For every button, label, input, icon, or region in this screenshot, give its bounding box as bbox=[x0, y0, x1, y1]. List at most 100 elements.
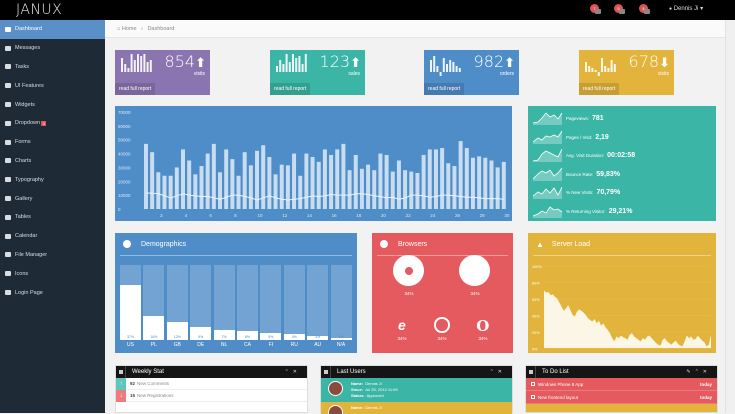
weekly-stat-row: ↑ 92 New Comments bbox=[116, 377, 307, 390]
stat-card-visits: 854⬆ visits read full report bbox=[115, 50, 210, 95]
sidebar-item-label: Charts bbox=[15, 157, 32, 164]
browser-percent: 34% bbox=[437, 335, 447, 341]
folder-open-icon bbox=[5, 252, 11, 258]
messages-button[interactable]: 4 bbox=[639, 4, 651, 16]
avatar bbox=[328, 405, 343, 414]
name-label: Name: bbox=[351, 405, 364, 410]
table-icon bbox=[5, 214, 11, 220]
last-users-widget: Last Users ⌃✕ Name: Dennis Ji Since: Jul 25,… bbox=[320, 365, 513, 414]
sidebar-item-tasks[interactable]: Tasks bbox=[0, 58, 105, 77]
metric-value: 00:02:58 bbox=[607, 152, 636, 159]
todo-item[interactable] bbox=[526, 404, 717, 412]
metric-row: % New Visits: 70,79% bbox=[566, 189, 620, 196]
browsers-panel: Browsers 34% 34% e 34% 34% O 34% bbox=[372, 233, 513, 353]
scrollbar[interactable] bbox=[725, 20, 735, 413]
sidebar-item-widgets[interactable]: Widgets bbox=[0, 95, 105, 114]
read-full-report-link[interactable]: read full report bbox=[579, 83, 620, 95]
bar-country: N/A bbox=[336, 342, 346, 348]
breadcrumb-current: Dashboard bbox=[147, 26, 175, 32]
bar-percent: 9% bbox=[198, 335, 204, 339]
user-menu[interactable]: ● Dennis Ji ▾ bbox=[669, 5, 703, 12]
server-load-panel: ▲ Server Load 100% 80% 60% 40% 20% 0% bbox=[528, 233, 716, 353]
todo-due: today bbox=[699, 381, 712, 387]
bar-percent: 12% bbox=[173, 335, 181, 339]
sidebar-item-charts[interactable]: Charts bbox=[0, 152, 105, 171]
demographic-bar-FI: 5% bbox=[260, 265, 282, 340]
sidebar-item-label: Calendar bbox=[15, 233, 38, 240]
bar-percent: 5% bbox=[268, 335, 274, 339]
stat-card-visits: 678⬇ visits read full report bbox=[579, 50, 674, 95]
sidebar-item-label: Messages bbox=[15, 45, 41, 52]
sidebar-item-messages[interactable]: Messages bbox=[0, 39, 105, 58]
sidebar-item-label: Tasks bbox=[15, 63, 30, 70]
stat-count: 92 bbox=[130, 381, 136, 386]
sidebar-item-file-manager[interactable]: File Manager bbox=[0, 246, 105, 265]
svg-text:22: 22 bbox=[406, 213, 412, 218]
svg-text:60%: 60% bbox=[532, 298, 540, 302]
svg-text:12: 12 bbox=[282, 213, 288, 218]
gear-icon bbox=[528, 370, 533, 374]
sidebar-item-forms[interactable]: Forms bbox=[0, 133, 105, 152]
sparkline-bars bbox=[430, 56, 461, 76]
app-logo[interactable]: JANUX bbox=[16, 2, 63, 18]
widget-controls[interactable]: ⌃✕ bbox=[489, 369, 506, 375]
notifications-button[interactable]: 7 bbox=[590, 4, 602, 16]
tasks-button[interactable]: 5 bbox=[614, 4, 626, 16]
sidebar-item-typography[interactable]: Typography bbox=[0, 170, 105, 189]
arrow-down-icon: ⬇ bbox=[659, 56, 670, 71]
browser-percent: 34% bbox=[397, 335, 407, 341]
font-icon bbox=[5, 177, 11, 183]
sidebar-item-icons[interactable]: Icons bbox=[0, 264, 105, 283]
metric-label: Bounce Rate: bbox=[566, 171, 594, 177]
sidebar-item-label: Widgets bbox=[15, 101, 35, 108]
todo-item[interactable]: Windows Phone 8 App today bbox=[526, 378, 717, 391]
read-full-report-link[interactable]: read full report bbox=[270, 83, 311, 95]
star-icon bbox=[5, 271, 11, 277]
todo-text: New frontend layout bbox=[538, 394, 579, 400]
metric-value: 781 bbox=[592, 115, 604, 122]
sidebar-item-tables[interactable]: Tables bbox=[0, 208, 105, 227]
main-chart-panel: 70000 60000 50000 40000 30000 20000 10000 0 2 4 6 8… bbox=[115, 106, 512, 221]
calendar-icon bbox=[5, 233, 11, 239]
bar-country: NL bbox=[220, 342, 228, 348]
todo-checkbox[interactable] bbox=[531, 395, 535, 399]
sidebar-item-gallery[interactable]: Gallery bbox=[0, 189, 105, 208]
arrow-up-icon: ⬆ bbox=[350, 56, 361, 71]
metric-label: Pageviews: bbox=[566, 116, 590, 121]
home-icon: ⌂ bbox=[117, 26, 121, 32]
envelope-icon bbox=[5, 45, 11, 51]
user-row[interactable]: Name: Dennis Ji bbox=[321, 402, 512, 414]
sidebar-item-calendar[interactable]: Calendar bbox=[0, 227, 105, 246]
tasks-count: 5 bbox=[614, 4, 623, 13]
chevron-down-icon: ▾ bbox=[700, 6, 704, 12]
sidebar-item-dropdown[interactable]: Dropdown 3 bbox=[0, 114, 105, 133]
sparkline-bars bbox=[121, 54, 152, 72]
todo-item[interactable]: New frontend layout today bbox=[526, 391, 717, 404]
server-load-area-chart: 100% 80% 60% 40% 20% 0% bbox=[532, 265, 711, 352]
sidebar-item-label: Login Page bbox=[15, 289, 43, 296]
read-full-report-link[interactable]: read full report bbox=[424, 83, 465, 95]
widget-controls[interactable]: ✎⌃✕ bbox=[686, 369, 711, 375]
stat-label: sales bbox=[348, 71, 360, 77]
stat-count: 15 bbox=[130, 393, 136, 398]
user-icon: ● bbox=[669, 6, 673, 12]
sidebar-item-login-page[interactable]: Login Page bbox=[0, 283, 105, 302]
metric-label: Avg. Visit Duration: bbox=[566, 153, 605, 158]
demographics-panel: Demographics 37% US 16% PL 12% GB 9% DE 7% NL 6% CA… bbox=[115, 233, 357, 353]
status-label: Status: bbox=[351, 393, 365, 398]
sidebar-item-dashboard[interactable]: Dashboard bbox=[0, 20, 105, 39]
sidebar-item-ui-features[interactable]: UI Features bbox=[0, 76, 105, 95]
widget-controls[interactable]: ⌃✕ bbox=[284, 369, 301, 375]
demographic-bar-AU: 3% bbox=[307, 265, 329, 340]
user-icon bbox=[323, 370, 328, 374]
todo-checkbox[interactable] bbox=[531, 382, 535, 386]
user-row[interactable]: Name: Dennis Ji Since: Jul 25, 2012 11:09 St… bbox=[321, 378, 512, 402]
read-full-report-link[interactable]: read full report bbox=[115, 83, 156, 95]
dashboard-icon bbox=[5, 26, 11, 32]
metric-row: Bounce Rate: 59,83% bbox=[566, 171, 620, 178]
svg-text:0%: 0% bbox=[532, 348, 538, 352]
sidebar-item-label: File Manager bbox=[15, 251, 48, 258]
demographic-bar-RU: 4% bbox=[283, 265, 305, 340]
breadcrumb-home[interactable]: Home bbox=[121, 26, 137, 32]
stat-label: orders bbox=[499, 71, 514, 77]
